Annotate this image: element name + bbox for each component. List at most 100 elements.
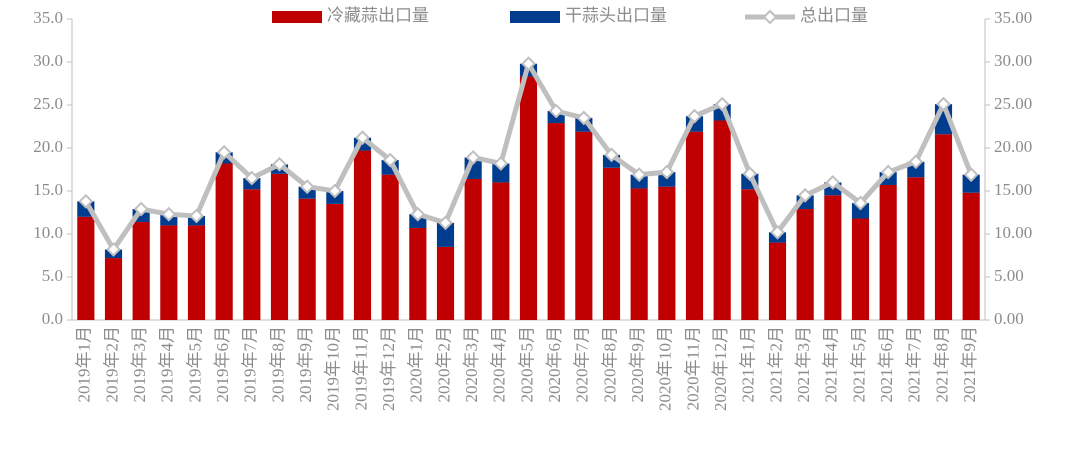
line-marker bbox=[936, 96, 951, 112]
line-marker bbox=[465, 150, 481, 165]
bar bbox=[298, 198, 316, 320]
x-tick-label: 2021年1月 bbox=[739, 326, 758, 403]
bar bbox=[907, 177, 925, 320]
bar bbox=[160, 225, 178, 320]
bar bbox=[215, 163, 233, 320]
y-tick-label: 15.0 bbox=[33, 180, 63, 199]
x-tick-label: 2020年3月 bbox=[462, 326, 481, 403]
bar bbox=[77, 216, 95, 320]
x-tick-label: 2020年10月 bbox=[656, 326, 675, 411]
line-marker bbox=[133, 201, 149, 217]
x-tick-label: 2020年6月 bbox=[545, 326, 564, 403]
y-tick-label: 0.0 bbox=[42, 309, 63, 328]
bar bbox=[104, 258, 123, 320]
bar bbox=[602, 167, 621, 320]
line-marker bbox=[853, 195, 868, 211]
x-tick-label: 2019年12月 bbox=[379, 326, 398, 411]
bar bbox=[851, 218, 870, 320]
line-marker bbox=[327, 183, 343, 199]
bar bbox=[409, 227, 427, 320]
y2-tick-label: 10.00 bbox=[994, 223, 1032, 242]
x-tick-label: 2019年7月 bbox=[241, 326, 260, 403]
legend-swatch bbox=[510, 11, 560, 23]
line-marker bbox=[714, 96, 730, 112]
bar bbox=[436, 246, 455, 320]
line-marker bbox=[382, 152, 398, 168]
bar bbox=[575, 131, 593, 320]
x-tick-label: 2019年9月 bbox=[296, 326, 315, 403]
line-marker bbox=[631, 167, 647, 183]
line-marker bbox=[355, 130, 370, 146]
y-tick-label: 5.0 bbox=[42, 266, 63, 285]
x-tick-label: 2019年1月 bbox=[75, 326, 94, 403]
bar bbox=[713, 120, 731, 320]
line-marker bbox=[438, 215, 453, 231]
line-marker bbox=[880, 164, 896, 180]
bar bbox=[270, 173, 289, 320]
x-tick-label: 2021年8月 bbox=[932, 326, 951, 403]
bar bbox=[741, 189, 759, 320]
y-tick-label: 35.0 bbox=[33, 8, 63, 27]
bar bbox=[962, 192, 980, 320]
line-marker bbox=[106, 242, 121, 257]
line-marker bbox=[604, 147, 619, 163]
bar bbox=[381, 174, 399, 320]
legend-label: 冷藏蒜出口量 bbox=[327, 6, 429, 25]
y2-tick-label: 15.00 bbox=[994, 180, 1032, 199]
x-tick-label: 2020年2月 bbox=[434, 326, 453, 403]
bar bbox=[519, 76, 538, 321]
line-marker bbox=[189, 208, 204, 224]
x-tick-label: 2020年12月 bbox=[711, 326, 730, 411]
bar bbox=[768, 242, 787, 320]
line-marker bbox=[272, 156, 287, 172]
y2-tick-label: 35.00 bbox=[994, 8, 1032, 27]
x-tick-label: 2020年4月 bbox=[490, 326, 509, 403]
bar bbox=[492, 182, 510, 320]
y-tick-label: 10.0 bbox=[33, 223, 63, 242]
bar bbox=[934, 134, 953, 320]
line-marker bbox=[908, 154, 924, 170]
x-tick-label: 2021年5月 bbox=[849, 326, 868, 403]
x-tick-label: 2020年11月 bbox=[683, 326, 702, 410]
x-tick-label: 2019年3月 bbox=[130, 326, 149, 403]
line-marker bbox=[963, 167, 979, 183]
x-tick-label: 2019年2月 bbox=[102, 326, 121, 403]
line-marker bbox=[548, 103, 564, 119]
x-tick-label: 2021年7月 bbox=[905, 326, 924, 403]
bar bbox=[464, 178, 482, 320]
y2-tick-label: 25.00 bbox=[994, 94, 1032, 113]
line-marker bbox=[493, 156, 509, 171]
x-tick-label: 2020年7月 bbox=[573, 326, 592, 403]
bar bbox=[824, 195, 842, 320]
bar bbox=[547, 123, 565, 320]
x-tick-label: 2019年5月 bbox=[185, 326, 204, 403]
legend-marker bbox=[762, 9, 778, 25]
line-marker bbox=[216, 144, 232, 160]
bar bbox=[851, 203, 870, 219]
line-marker bbox=[659, 164, 675, 180]
bar bbox=[962, 174, 980, 193]
x-tick-label: 2021年3月 bbox=[794, 326, 813, 403]
line-marker bbox=[770, 224, 785, 240]
bar bbox=[630, 188, 648, 320]
line-marker bbox=[161, 206, 177, 222]
x-tick-label: 2021年2月 bbox=[766, 326, 785, 403]
line-marker bbox=[687, 108, 702, 124]
line-marker bbox=[797, 187, 813, 203]
bar bbox=[243, 189, 261, 320]
line-marker bbox=[299, 179, 315, 195]
line-marker bbox=[521, 56, 536, 72]
bar bbox=[187, 225, 206, 320]
x-tick-label: 2019年11月 bbox=[351, 326, 370, 410]
bar bbox=[685, 131, 704, 320]
x-tick-label: 2019年4月 bbox=[158, 326, 177, 403]
x-tick-label: 2020年9月 bbox=[628, 326, 647, 403]
x-tick-label: 2020年5月 bbox=[517, 326, 536, 403]
x-tick-label: 2021年9月 bbox=[960, 326, 979, 403]
legend-label: 干蒜头出口量 bbox=[565, 6, 667, 25]
y2-tick-label: 5.00 bbox=[994, 266, 1024, 285]
legend-swatch bbox=[272, 11, 322, 23]
y2-tick-label: 30.00 bbox=[994, 51, 1032, 70]
bar bbox=[658, 186, 676, 320]
